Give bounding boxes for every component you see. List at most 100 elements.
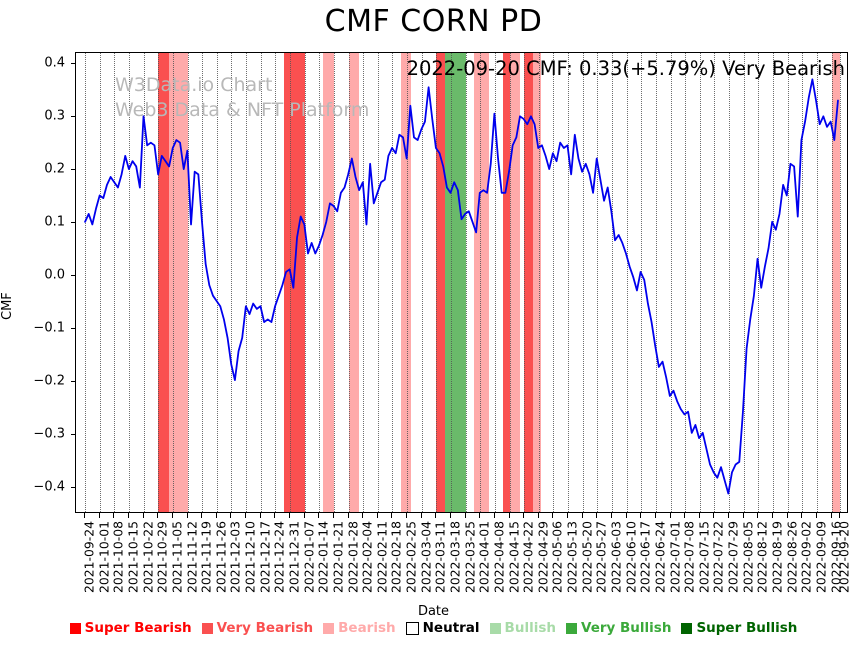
grid-line	[158, 53, 160, 512]
y-axis-tick-mark	[71, 62, 75, 64]
grid-line	[436, 53, 438, 512]
legend-item-super-bullish[interactable]: Super Bullish	[676, 620, 802, 636]
y-axis-tick-label: 0.2	[44, 161, 65, 177]
signal-band-bearish	[400, 53, 412, 512]
grid-line	[538, 53, 540, 512]
y-axis-tick-label: −0.3	[33, 426, 65, 442]
grid-line	[128, 53, 130, 512]
legend-item-neutral[interactable]: Neutral	[401, 620, 485, 636]
x-axis-tick-mark	[654, 513, 656, 518]
x-axis-tick-mark	[742, 513, 744, 518]
grid-lines	[76, 53, 847, 512]
x-axis-tick-label: 2021-11-19	[198, 521, 214, 594]
grid-line	[714, 53, 716, 512]
legend-item-super-bearish[interactable]: Super Bearish	[65, 620, 197, 636]
grid-line	[494, 53, 496, 512]
x-axis-tick-mark	[245, 513, 247, 518]
x-axis-tick-label: 2022-04-01	[476, 521, 492, 594]
x-axis-tick-label: 2022-05-13	[564, 521, 580, 594]
legend: Super Bearish Very Bearish Bearish Neutral B…	[0, 620, 867, 636]
x-axis-tick-label: 2021-11-05	[169, 521, 185, 594]
legend-swatch-icon	[69, 622, 81, 634]
legend-item-very-bearish[interactable]: Very Bearish	[197, 620, 319, 636]
x-axis-tick-mark	[552, 513, 554, 518]
x-axis-tick-label: 2021-10-22	[140, 521, 156, 594]
x-axis-tick-label: 2021-12-24	[271, 521, 287, 594]
legend-label: Bullish	[504, 620, 556, 636]
grid-line	[143, 53, 145, 512]
y-axis-tick-mark	[71, 168, 75, 170]
x-axis-tick-mark	[186, 513, 188, 518]
x-axis-tick-label: 2022-05-27	[593, 521, 609, 594]
x-axis-tick-label: 2022-01-28	[345, 521, 361, 594]
plot-area: W3Data.io Chart Web3 Data & NFT Platform…	[75, 52, 848, 513]
signal-band-very-bearish	[524, 53, 533, 512]
grid-line	[641, 53, 643, 512]
signal-band-very-bearish	[503, 53, 510, 512]
legend-item-very-bullish[interactable]: Very Bullish	[561, 620, 676, 636]
x-axis-tick-mark	[611, 513, 612, 518]
x-axis-tick-mark	[801, 513, 803, 518]
legend-swatch-icon	[565, 622, 577, 634]
x-axis-tick-label: 2021-10-15	[125, 521, 141, 594]
y-axis-tick-mark	[71, 486, 75, 488]
x-axis-tick-label: 2022-03-04	[418, 521, 434, 594]
x-axis-tick-label: 2022-03-11	[432, 521, 448, 594]
x-axis-tick-mark	[230, 513, 232, 518]
x-axis-tick-label: 2022-08-19	[769, 521, 785, 594]
x-axis-tick-label: 2022-02-04	[359, 521, 375, 594]
legend-label: Super Bearish	[84, 620, 192, 636]
x-axis-tick-label: 2022-04-08	[491, 521, 507, 594]
legend-swatch-icon	[489, 622, 501, 634]
x-axis-tick-mark	[303, 513, 305, 518]
legend-item-bullish[interactable]: Bullish	[485, 620, 561, 636]
x-axis-tick-mark	[157, 513, 159, 518]
grid-line	[407, 53, 409, 512]
x-axis-tick-label: 2022-03-25	[462, 521, 478, 594]
x-axis-tick-mark	[537, 513, 539, 518]
grid-line	[333, 53, 335, 512]
x-axis-tick-label: 2021-10-08	[110, 521, 126, 594]
grid-line	[524, 53, 526, 512]
grid-line	[348, 53, 350, 512]
x-axis-tick-label: 2022-09-20	[836, 521, 852, 594]
x-axis-tick-mark	[786, 513, 788, 518]
legend-item-bearish[interactable]: Bearish	[318, 620, 401, 636]
grid-line	[729, 53, 731, 512]
y-axis-tick-label: −0.2	[33, 373, 65, 389]
x-axis: 2021-09-24 2021-10-01 2021-10-08 2021-10-15…	[75, 513, 852, 618]
x-axis-tick-label: 2021-12-10	[242, 521, 258, 594]
y-axis-label-wrap: CMF	[0, 52, 26, 513]
x-axis-tick-label: 2022-09-02	[798, 521, 814, 594]
x-axis-tick-label: 2021-11-12	[184, 521, 200, 594]
x-axis-tick-label: 2022-01-21	[330, 521, 346, 594]
y-axis-tick-label: −0.4	[33, 479, 65, 494]
x-axis-tick-mark	[523, 513, 525, 518]
x-axis-tick-label: 2021-12-03	[227, 521, 243, 594]
x-axis-tick-mark	[318, 513, 320, 518]
x-axis-tick-mark	[171, 513, 173, 518]
x-axis-tick-label: 2022-06-03	[608, 521, 624, 594]
grid-line	[187, 53, 189, 512]
x-axis-tick-label: 2022-02-25	[403, 521, 419, 594]
x-axis-tick-mark	[493, 513, 495, 518]
x-axis-tick-mark	[362, 513, 364, 518]
grid-line	[553, 53, 555, 512]
x-axis-tick-mark	[84, 513, 86, 518]
legend-swatch-icon	[681, 622, 693, 634]
x-axis-tick-label: 2022-04-22	[520, 521, 536, 594]
x-axis-tick-label: 2022-08-26	[784, 521, 800, 594]
grid-line	[655, 53, 657, 512]
y-axis-tick-mark	[71, 327, 75, 329]
x-axis-tick-mark	[772, 513, 774, 518]
x-axis-tick-mark	[288, 513, 290, 518]
grid-line	[363, 53, 365, 512]
signal-band-very-bullish	[444, 53, 466, 512]
x-axis-tick-mark	[274, 513, 276, 518]
x-axis-tick-label: 2022-06-24	[652, 521, 668, 594]
page-title: CMF CORN PD	[324, 4, 543, 39]
x-axis-tick-mark	[406, 513, 408, 518]
y-axis-tick-mark	[71, 274, 75, 276]
signal-band-bearish	[532, 53, 541, 512]
